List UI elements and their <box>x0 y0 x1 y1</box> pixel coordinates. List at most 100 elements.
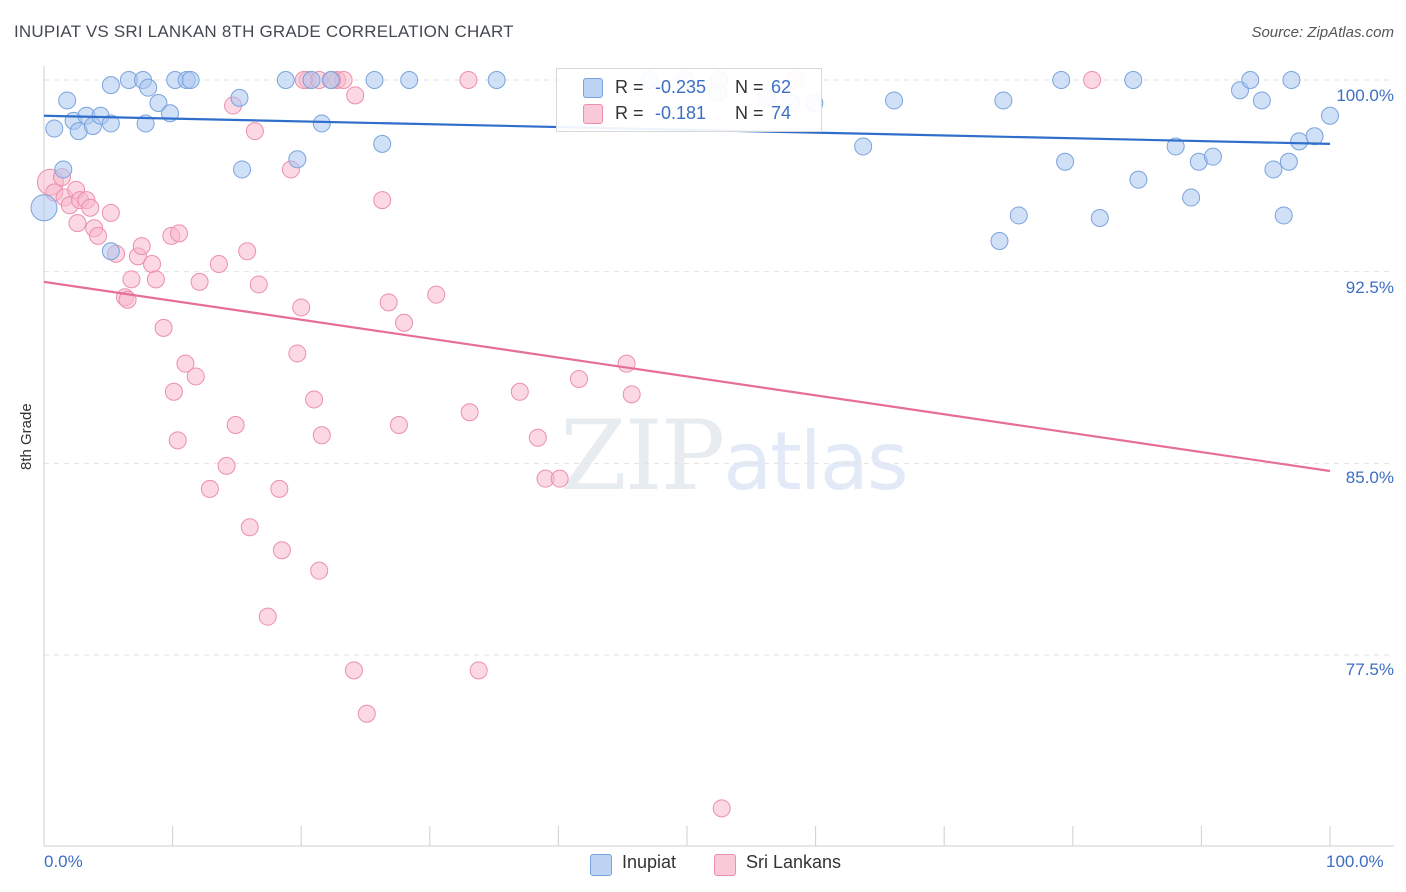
srilankan-point <box>176 354 195 373</box>
inupiat-point <box>994 91 1013 110</box>
srilankan-point <box>258 607 277 626</box>
srilankan-point <box>617 354 636 373</box>
inupiat-n-value: 62 <box>771 77 792 97</box>
inupiat-point <box>400 71 419 89</box>
srilankan-point <box>132 237 151 256</box>
inupiat-point <box>1129 170 1148 189</box>
srilankan-point <box>68 214 87 233</box>
inupiat-point <box>58 91 77 110</box>
srilankan-point <box>292 298 311 317</box>
srilankan-point <box>270 479 289 498</box>
inupiat-point <box>302 71 321 89</box>
y-tick-label: 100.0% <box>1336 86 1394 105</box>
inupiat-point <box>1009 206 1028 225</box>
inupiat-point <box>181 71 200 89</box>
inupiat-point <box>1090 209 1109 227</box>
srilankan-point <box>395 313 414 332</box>
srilankan-point <box>146 270 165 289</box>
inupiat-point <box>990 232 1009 250</box>
srilankan-point <box>389 416 408 434</box>
srilankan-point <box>249 275 268 294</box>
srilankan-r-value: -0.181 <box>655 103 707 123</box>
srilankan-point <box>510 382 529 401</box>
srilankan-point <box>346 86 365 105</box>
srilankan-point <box>217 456 236 475</box>
srilankan-point <box>427 285 446 304</box>
srilankan-point <box>459 71 478 89</box>
stats-legend: R = -0.235 N = 62 R = -0.181 N = 74 <box>556 68 822 132</box>
inupiat-point <box>230 88 249 107</box>
inupiat-point <box>885 91 904 110</box>
inupiat-point <box>1282 71 1301 89</box>
srilankan-point <box>186 367 205 386</box>
inupiat-point <box>1264 160 1283 179</box>
inupiat-point <box>321 71 340 89</box>
x-tick-label-end: 100.0% <box>1326 852 1384 871</box>
srilankan-point <box>89 226 108 245</box>
srilankan-point <box>712 799 731 818</box>
y-axis-label: 8th Grade <box>18 403 35 470</box>
r-label: R = <box>615 77 644 97</box>
inupiat-point <box>233 160 252 179</box>
y-tick-label: 92.5% <box>1345 278 1394 297</box>
inupiat-point <box>1274 206 1293 225</box>
srilankan-point <box>550 469 569 488</box>
srilankan-point <box>312 426 331 445</box>
inupiat-point <box>487 71 506 89</box>
srilankan-points <box>36 71 1102 818</box>
inupiat-swatch <box>583 78 603 98</box>
srilankan-point <box>154 318 173 337</box>
srilankan-point <box>373 191 392 210</box>
x-tick-label-start: 0.0% <box>44 852 83 871</box>
inupiat-point <box>101 242 120 261</box>
inupiat-point <box>139 78 158 97</box>
inupiat-point <box>101 114 120 133</box>
inupiat-point <box>1182 188 1201 207</box>
inupiat-point <box>1252 91 1271 110</box>
srilankan-point <box>344 661 363 680</box>
inupiat-point <box>1290 132 1309 151</box>
srilankan-point <box>569 370 588 388</box>
srilankan-point <box>240 518 259 537</box>
inupiat-point <box>1166 137 1185 156</box>
srilankan-n-value: 74 <box>771 103 792 123</box>
srilankan-point <box>209 255 228 273</box>
inupiat-r-value: -0.235 <box>655 77 707 97</box>
watermark-atlas: atlas <box>723 415 908 508</box>
inupiat-point <box>1305 127 1324 146</box>
inupiat-point <box>1203 147 1222 166</box>
inupiat-point <box>30 194 58 222</box>
inupiat-legend-swatch <box>590 854 612 876</box>
srilankan-point <box>101 203 120 222</box>
inupiat-point <box>101 76 120 95</box>
n-label: N = <box>735 77 764 97</box>
srilankan-point <box>288 344 307 363</box>
y-tick-label: 85.0% <box>1345 468 1394 487</box>
inupiat-point <box>854 137 873 156</box>
srilankan-point <box>1083 71 1102 89</box>
srilankan-legend-label: Sri Lankans <box>746 852 842 872</box>
inupiat-point <box>136 114 155 133</box>
inupiat-point <box>45 119 64 138</box>
inupiat-legend-label: Inupiat <box>622 852 677 872</box>
inupiat-point <box>288 150 307 169</box>
srilankan-point <box>528 428 547 447</box>
srilankan-point <box>170 224 189 243</box>
srilankan-point <box>305 390 324 409</box>
srilankan-point <box>200 479 219 498</box>
srilankan-point <box>469 661 488 680</box>
srilankan-point <box>226 416 245 434</box>
srilankan-point <box>168 431 187 450</box>
srilankan-swatch <box>583 104 603 124</box>
axes <box>43 66 1394 847</box>
source-label: Source: ZipAtlas.com <box>1251 24 1394 41</box>
srilankan-legend-swatch <box>714 854 736 876</box>
inupiat-point <box>365 71 384 89</box>
inupiat-point <box>276 71 295 89</box>
srilankan-point <box>122 270 141 289</box>
inupiat-point <box>1124 71 1143 89</box>
inupiat-point <box>54 160 73 179</box>
inupiat-point <box>1241 71 1260 89</box>
watermark-zip: ZIP <box>560 400 725 512</box>
